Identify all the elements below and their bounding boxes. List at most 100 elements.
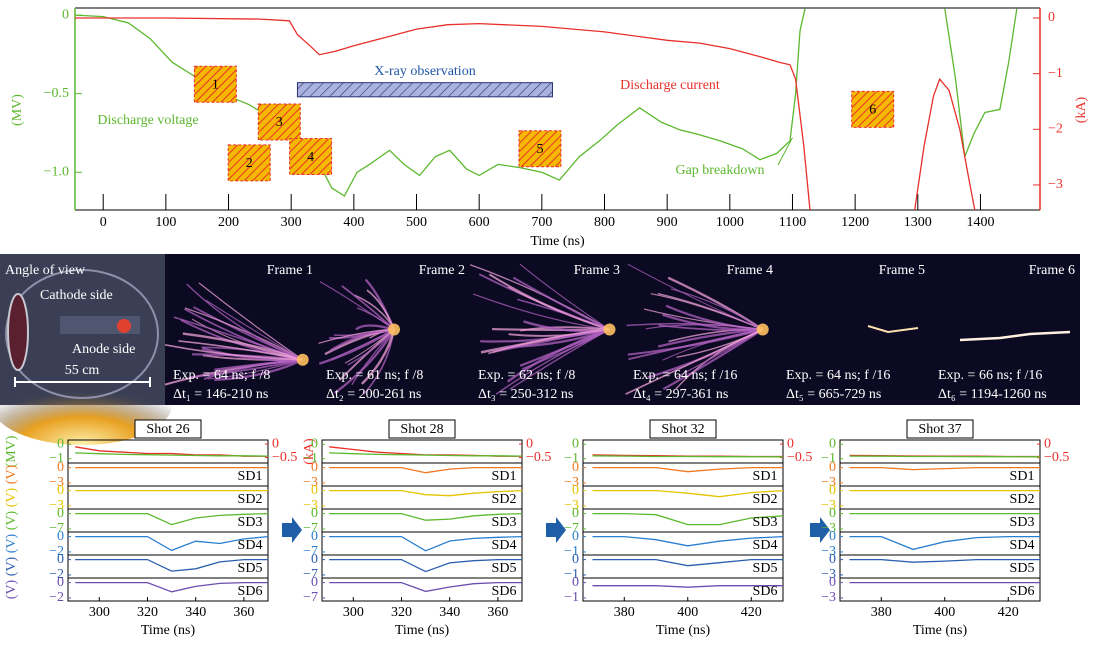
frame-marker-label: 3: [276, 115, 283, 130]
unit-label: (V): [4, 579, 19, 599]
channel-label: SD1: [238, 469, 263, 484]
series-label: Discharge voltage: [97, 113, 198, 128]
streamer: [519, 263, 610, 330]
x-tick-label: 1400: [966, 215, 994, 230]
y-tick-label: −7: [303, 590, 318, 605]
y-tick-label: 0: [829, 460, 836, 475]
x-tick-label: 360: [233, 605, 254, 620]
unit-label: (V): [4, 487, 19, 507]
streamer-head: [603, 323, 616, 336]
view-window: [5, 269, 159, 399]
streamer: [625, 328, 764, 395]
y-tick-label: 0: [311, 575, 318, 590]
y-tick-label: −2: [49, 567, 64, 582]
frame-exposure: Exp. = 66 ns; f /16: [938, 368, 1042, 383]
y-tick-label: 0: [572, 460, 579, 475]
spark: [959, 330, 1071, 342]
panel-frame: [321, 439, 523, 602]
y-tick-label: −1: [564, 544, 579, 559]
frame-interval: Δt₂ = 200-261 ns: [326, 387, 421, 402]
streamer: [186, 283, 303, 361]
x-tick-label: 380: [614, 605, 635, 620]
y-tick-label: −0.5: [787, 450, 812, 465]
channel-line: [849, 558, 1040, 563]
x-tick-label: 300: [343, 605, 364, 620]
gap-label: Gap breakdown: [675, 163, 764, 178]
panel-frame: [582, 439, 784, 602]
x-axis-label: Time (ns): [530, 234, 585, 249]
frame-marker-label: 2: [246, 156, 253, 171]
streamer: [178, 340, 303, 361]
streamer: [662, 313, 763, 331]
channel-line: [75, 512, 269, 526]
channel-label: SD6: [1010, 584, 1035, 599]
x-axis-label: Time (ns): [656, 623, 711, 638]
y-tick-label: −3: [49, 498, 64, 513]
x-tick-label: 360: [487, 605, 508, 620]
streamer: [488, 328, 610, 355]
y-tick-label: 0: [57, 552, 64, 567]
y-tick-label: 0: [572, 437, 579, 452]
y-tick-label: −0.5: [44, 86, 69, 101]
channel-line: [329, 489, 523, 497]
y-tick-label: −1: [49, 451, 64, 466]
x-tick-label: 420: [741, 605, 762, 620]
y-tick-label: 0: [57, 506, 64, 521]
channel-label: SD4: [753, 538, 778, 553]
channel-label: SD6: [492, 584, 517, 599]
y-tick-label: −3: [821, 498, 836, 513]
channel-label: SD3: [238, 515, 263, 530]
y-tick-label: −3: [821, 475, 836, 490]
y-tick-label: 0: [311, 437, 318, 452]
streamer: [205, 299, 303, 361]
y-tick-label: −3: [821, 521, 836, 536]
view-title: Angle of view: [5, 263, 86, 278]
streamer: [214, 358, 304, 382]
x-tick-label: 1200: [841, 215, 869, 230]
channel-line: [329, 558, 522, 573]
x-axis-label: Time (ns): [913, 623, 968, 638]
channel-label: SD3: [492, 515, 517, 530]
channel-line: [592, 535, 784, 547]
x-tick-label: 300: [281, 215, 302, 230]
y-tick-label: 0: [57, 529, 64, 544]
streamer: [506, 328, 610, 383]
x-tick-label: 900: [657, 215, 678, 230]
y-tick-label: 0: [57, 460, 64, 475]
channel-line: [849, 455, 1041, 458]
channel-label: SD1: [753, 469, 778, 484]
y-tick-label: −3: [303, 498, 318, 513]
x-tick-label: 400: [934, 605, 955, 620]
frame-exposure: Exp. = 64 ns; f /16: [786, 368, 890, 383]
channel-label: SD1: [1010, 469, 1035, 484]
x-tick-label: 600: [469, 215, 490, 230]
y-tick-label: −7: [564, 521, 579, 536]
x-tick-label: 1100: [779, 215, 806, 230]
frame-title: Frame 2: [419, 263, 465, 278]
channel-label: SD4: [1010, 538, 1035, 553]
channel-label: SD2: [753, 492, 778, 507]
channel-line: [329, 466, 522, 474]
unit-label: (MV): [4, 435, 19, 467]
title-box: [388, 419, 456, 439]
y-tick-label: 0: [311, 552, 318, 567]
series-label: Discharge current: [620, 78, 720, 93]
channel-line: [592, 489, 784, 498]
frame-marker-label: 1: [212, 77, 219, 92]
frame-image: [930, 254, 1080, 405]
x-tick-label: 1300: [904, 215, 932, 230]
unit-label: (V): [4, 510, 19, 530]
channel-line: [329, 452, 523, 457]
panel-title: Shot 32: [661, 422, 704, 437]
frame-title: Frame 5: [879, 263, 925, 278]
y-tick-label: 0: [526, 436, 533, 451]
x-tick-label: 800: [594, 215, 615, 230]
unit-label: (V): [4, 556, 19, 576]
series-line: [75, 17, 976, 210]
frame-interval: Δt₄ = 297-361 ns: [633, 387, 728, 402]
frame-marker-label: 4: [307, 150, 314, 165]
streamer: [164, 343, 303, 361]
frame-marker: [851, 90, 895, 128]
y-tick-label: −0.5: [526, 450, 551, 465]
